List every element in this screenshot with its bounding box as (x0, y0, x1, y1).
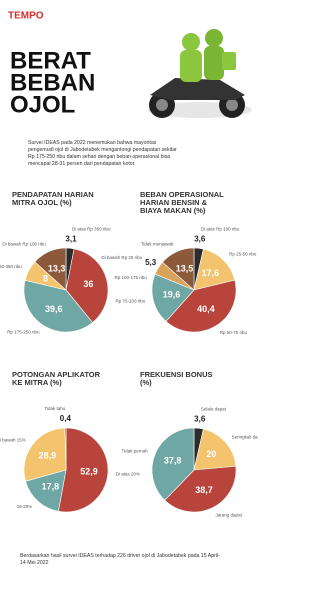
value-label: 39,6 (45, 304, 63, 314)
category-label: Seringkali dapat (232, 434, 258, 439)
category-label: Di bawah Rp 25 ribu (101, 255, 142, 260)
category-label: Jarang dapat (216, 512, 243, 517)
value-label: 3,6 (194, 414, 206, 423)
value-label: 3,6 (194, 234, 206, 243)
category-label: Di atas Rp 100 ribu (201, 227, 240, 232)
value-label: 20 (206, 449, 216, 459)
category-label: Rp 50-75 ribu (220, 330, 248, 335)
value-label: 37,8 (164, 456, 182, 466)
infographic: TEMPO BERAT BEBAN OJOL PENDAPATAN HARIAN… (0, 0, 258, 589)
category-label: Tidak menjawab (141, 242, 174, 247)
category-label: Di bawah 15% (0, 437, 26, 442)
category-label: Rp 100-175 ribu (115, 275, 148, 280)
value-label: 19,6 (163, 290, 181, 300)
chart-title: FREKUENSI BONUS(%) (140, 370, 213, 387)
category-label: Di bawah Rp 100 ribu (2, 241, 46, 246)
value-label: 8 (43, 274, 48, 284)
value-label: 5,3 (145, 258, 157, 267)
category-label: Rp 175-250 ribu (7, 330, 40, 335)
value-label: 36 (83, 279, 93, 289)
value-label: 13,5 (176, 263, 194, 273)
category-label: Di atas Rp 350 ribu (72, 226, 111, 231)
value-label: 3,1 (65, 234, 77, 243)
intro: Survei IDEAS pada 2022 menemukan bahwa m… (28, 140, 178, 168)
category-label: Di atas 20% (116, 472, 140, 477)
value-label: 38,7 (195, 485, 213, 495)
category-label: Rp 75-100 ribu (115, 298, 145, 303)
canvas: TEMPO BERAT BEBAN OJOL PENDAPATAN HARIAN… (0, 0, 258, 589)
footer: Berdasarkan hasil survei IDEAS terhadap … (20, 553, 220, 567)
value-label: 28,9 (39, 451, 57, 461)
category-label: Rp 250-350 ribu (0, 264, 22, 269)
brand: TEMPO (8, 11, 44, 22)
category-label: Tidak tahu (44, 406, 65, 411)
value-label: 52,9 (80, 466, 98, 476)
value-label: 17,8 (42, 481, 60, 491)
category-label: Selalu dapat (201, 407, 227, 412)
category-label: 15-20% (17, 504, 33, 509)
value-label: 13,3 (48, 263, 66, 273)
value-label: 0,4 (60, 414, 72, 423)
title-line: OJOL (10, 91, 75, 118)
value-label: 17,6 (201, 268, 219, 278)
illustration (148, 29, 252, 118)
category-label: Tidak pernah (122, 448, 149, 453)
value-label: 40,4 (197, 304, 215, 314)
category-label: Rp 25-50 ribu (229, 252, 257, 257)
